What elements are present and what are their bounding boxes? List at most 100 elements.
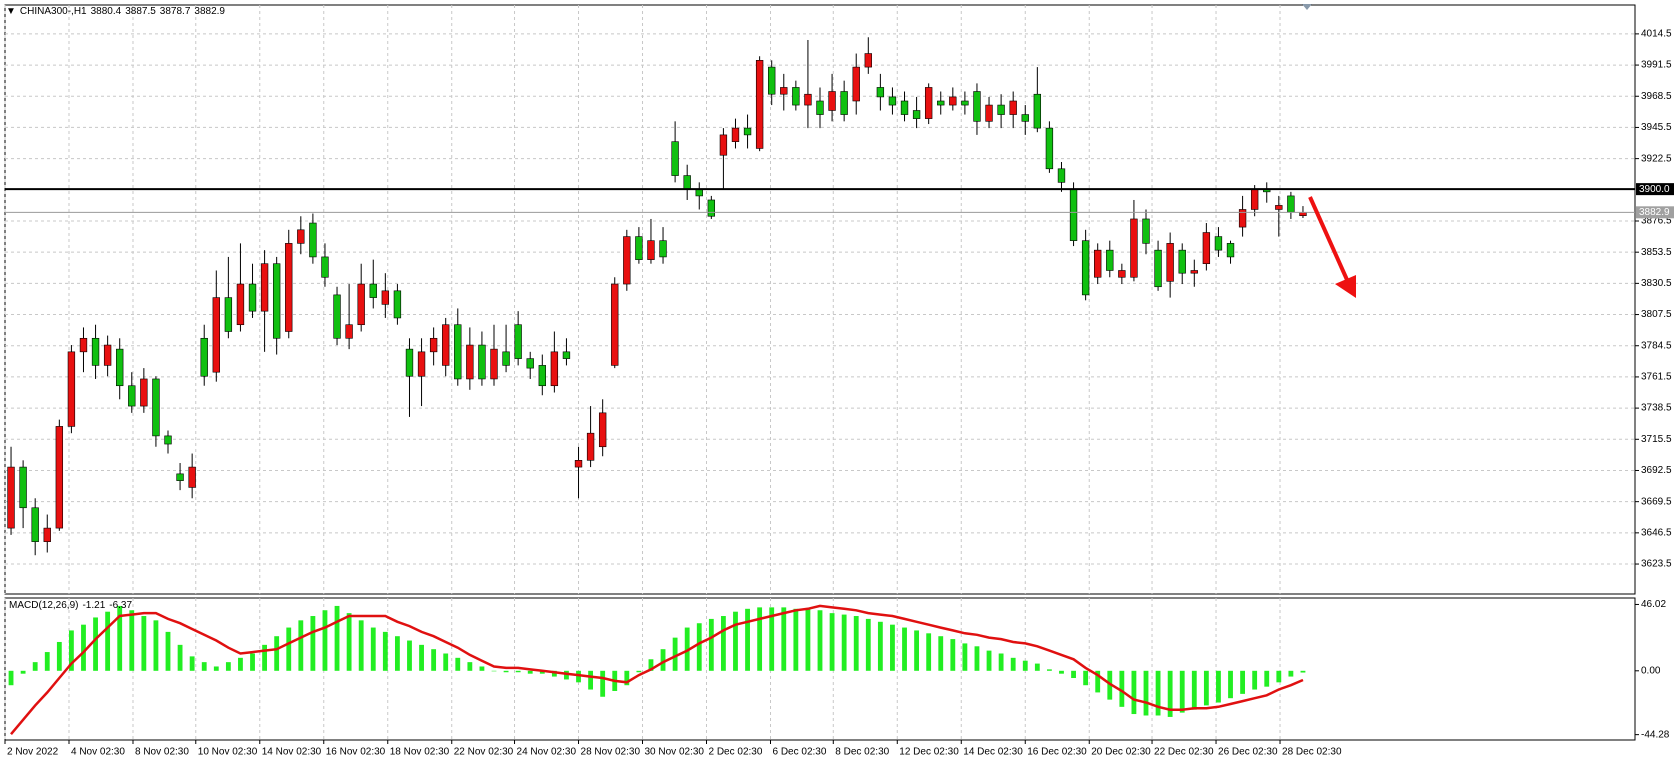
candle-body	[502, 351, 510, 366]
macd-y-tick-label: 0.00	[1641, 665, 1661, 676]
candle-body	[1250, 188, 1259, 210]
macd-bar	[624, 670, 630, 686]
macd-bar	[213, 666, 219, 671]
signal-value: -6.37	[109, 600, 133, 611]
macd-bar	[129, 610, 135, 671]
x-tick-label: 16 Nov 02:30	[326, 747, 386, 758]
candle-body	[1130, 218, 1138, 278]
macd-bar	[515, 670, 521, 673]
candle-body	[140, 378, 148, 407]
macd-bar	[950, 639, 956, 671]
candle-body	[393, 290, 402, 319]
candle-body	[128, 385, 136, 407]
y-tick-label: 3669.5	[1641, 496, 1672, 507]
candle-body	[659, 240, 667, 258]
macd-bar	[1010, 657, 1016, 671]
candle-body	[164, 435, 172, 445]
macd-bar	[177, 644, 183, 671]
macd-value: -1.21	[82, 600, 106, 611]
candle-body	[1275, 205, 1283, 210]
x-tick-label: 22 Nov 02:30	[454, 747, 514, 758]
macd-bar	[238, 657, 243, 671]
candle-body	[900, 100, 909, 115]
macd-bar	[8, 670, 14, 686]
arrow-head	[1335, 275, 1356, 298]
macd-bar	[310, 616, 316, 671]
level-label: 3900.0	[1639, 184, 1670, 195]
y-tick-label: 3784.5	[1641, 340, 1672, 351]
candle-body	[755, 60, 764, 149]
macd-bar	[431, 649, 437, 671]
y-tick-label: 4014.5	[1641, 29, 1672, 40]
x-tick-label: 22 Dec 02:30	[1154, 747, 1214, 758]
y-tick-label: 3761.5	[1641, 372, 1672, 383]
y-tick-label: 3807.5	[1641, 309, 1672, 320]
candle-body	[1287, 195, 1295, 213]
macd-bar	[720, 616, 726, 671]
candle-body	[598, 412, 607, 448]
x-tick-label: 18 Nov 02:30	[390, 747, 450, 758]
candle-body	[43, 527, 51, 542]
macd-bar	[1083, 670, 1089, 686]
candle-body	[297, 229, 305, 244]
low: 3878.7	[159, 6, 191, 17]
macd-bar	[769, 607, 775, 671]
candle-body	[937, 100, 945, 106]
candle-body	[417, 351, 426, 377]
macd-bar	[1034, 663, 1040, 671]
macd-bar	[1300, 670, 1306, 673]
candle-body	[852, 66, 860, 102]
macd-bar	[225, 662, 231, 671]
macd-bar	[1288, 670, 1294, 677]
macd-bar	[407, 640, 412, 671]
y-tick-label: 3922.5	[1641, 153, 1672, 164]
macd-bar	[1143, 670, 1149, 716]
macd-bar	[93, 617, 98, 671]
candle-body	[236, 283, 245, 326]
macd-y-tick-label: -44.28	[1641, 729, 1670, 740]
candle-body	[671, 141, 679, 176]
macd-bar	[865, 618, 871, 671]
macd-bar	[334, 605, 340, 671]
candle-body	[357, 283, 365, 326]
candle-body	[804, 93, 812, 106]
open: 3880.4	[90, 6, 122, 17]
x-tick-label: 8 Nov 02:30	[135, 747, 189, 758]
macd-bar	[1071, 670, 1076, 679]
macd-bar	[841, 614, 847, 671]
macd-bar	[588, 670, 594, 690]
x-tick-label: 24 Nov 02:30	[517, 747, 577, 758]
candle-body	[816, 100, 824, 115]
macd-header: MACD(12,26,9) -1.21 -6.37	[9, 600, 136, 611]
macd-bar	[902, 627, 907, 671]
x-tick-label: 28 Dec 02:30	[1282, 747, 1342, 758]
macd-bar	[648, 659, 654, 671]
macd-bar	[1216, 670, 1221, 703]
macd-bar	[998, 653, 1004, 671]
macd-bar	[491, 670, 497, 672]
macd-bar	[600, 670, 606, 697]
macd-bar	[153, 620, 159, 671]
candle-body	[188, 466, 196, 488]
candle-body	[1202, 232, 1211, 265]
macd-bar	[165, 631, 171, 671]
macd-bar	[117, 605, 123, 671]
candle-body	[1238, 209, 1247, 228]
candle-body	[212, 297, 220, 373]
candle-body	[695, 188, 703, 197]
x-tick-label: 14 Nov 02:30	[262, 747, 322, 758]
macd-bar	[44, 652, 50, 671]
candle-body	[538, 365, 546, 387]
macd-bar	[201, 662, 207, 671]
candle-body	[1033, 93, 1042, 129]
candle-body	[1178, 249, 1186, 274]
candle-body	[574, 460, 583, 468]
candle-body	[466, 344, 474, 380]
candle-body	[586, 432, 595, 461]
candle-body	[1069, 188, 1078, 241]
candle-body	[997, 104, 1005, 115]
candle-body	[1226, 243, 1235, 258]
candle-body	[924, 87, 933, 119]
macd-bar	[1179, 670, 1185, 713]
